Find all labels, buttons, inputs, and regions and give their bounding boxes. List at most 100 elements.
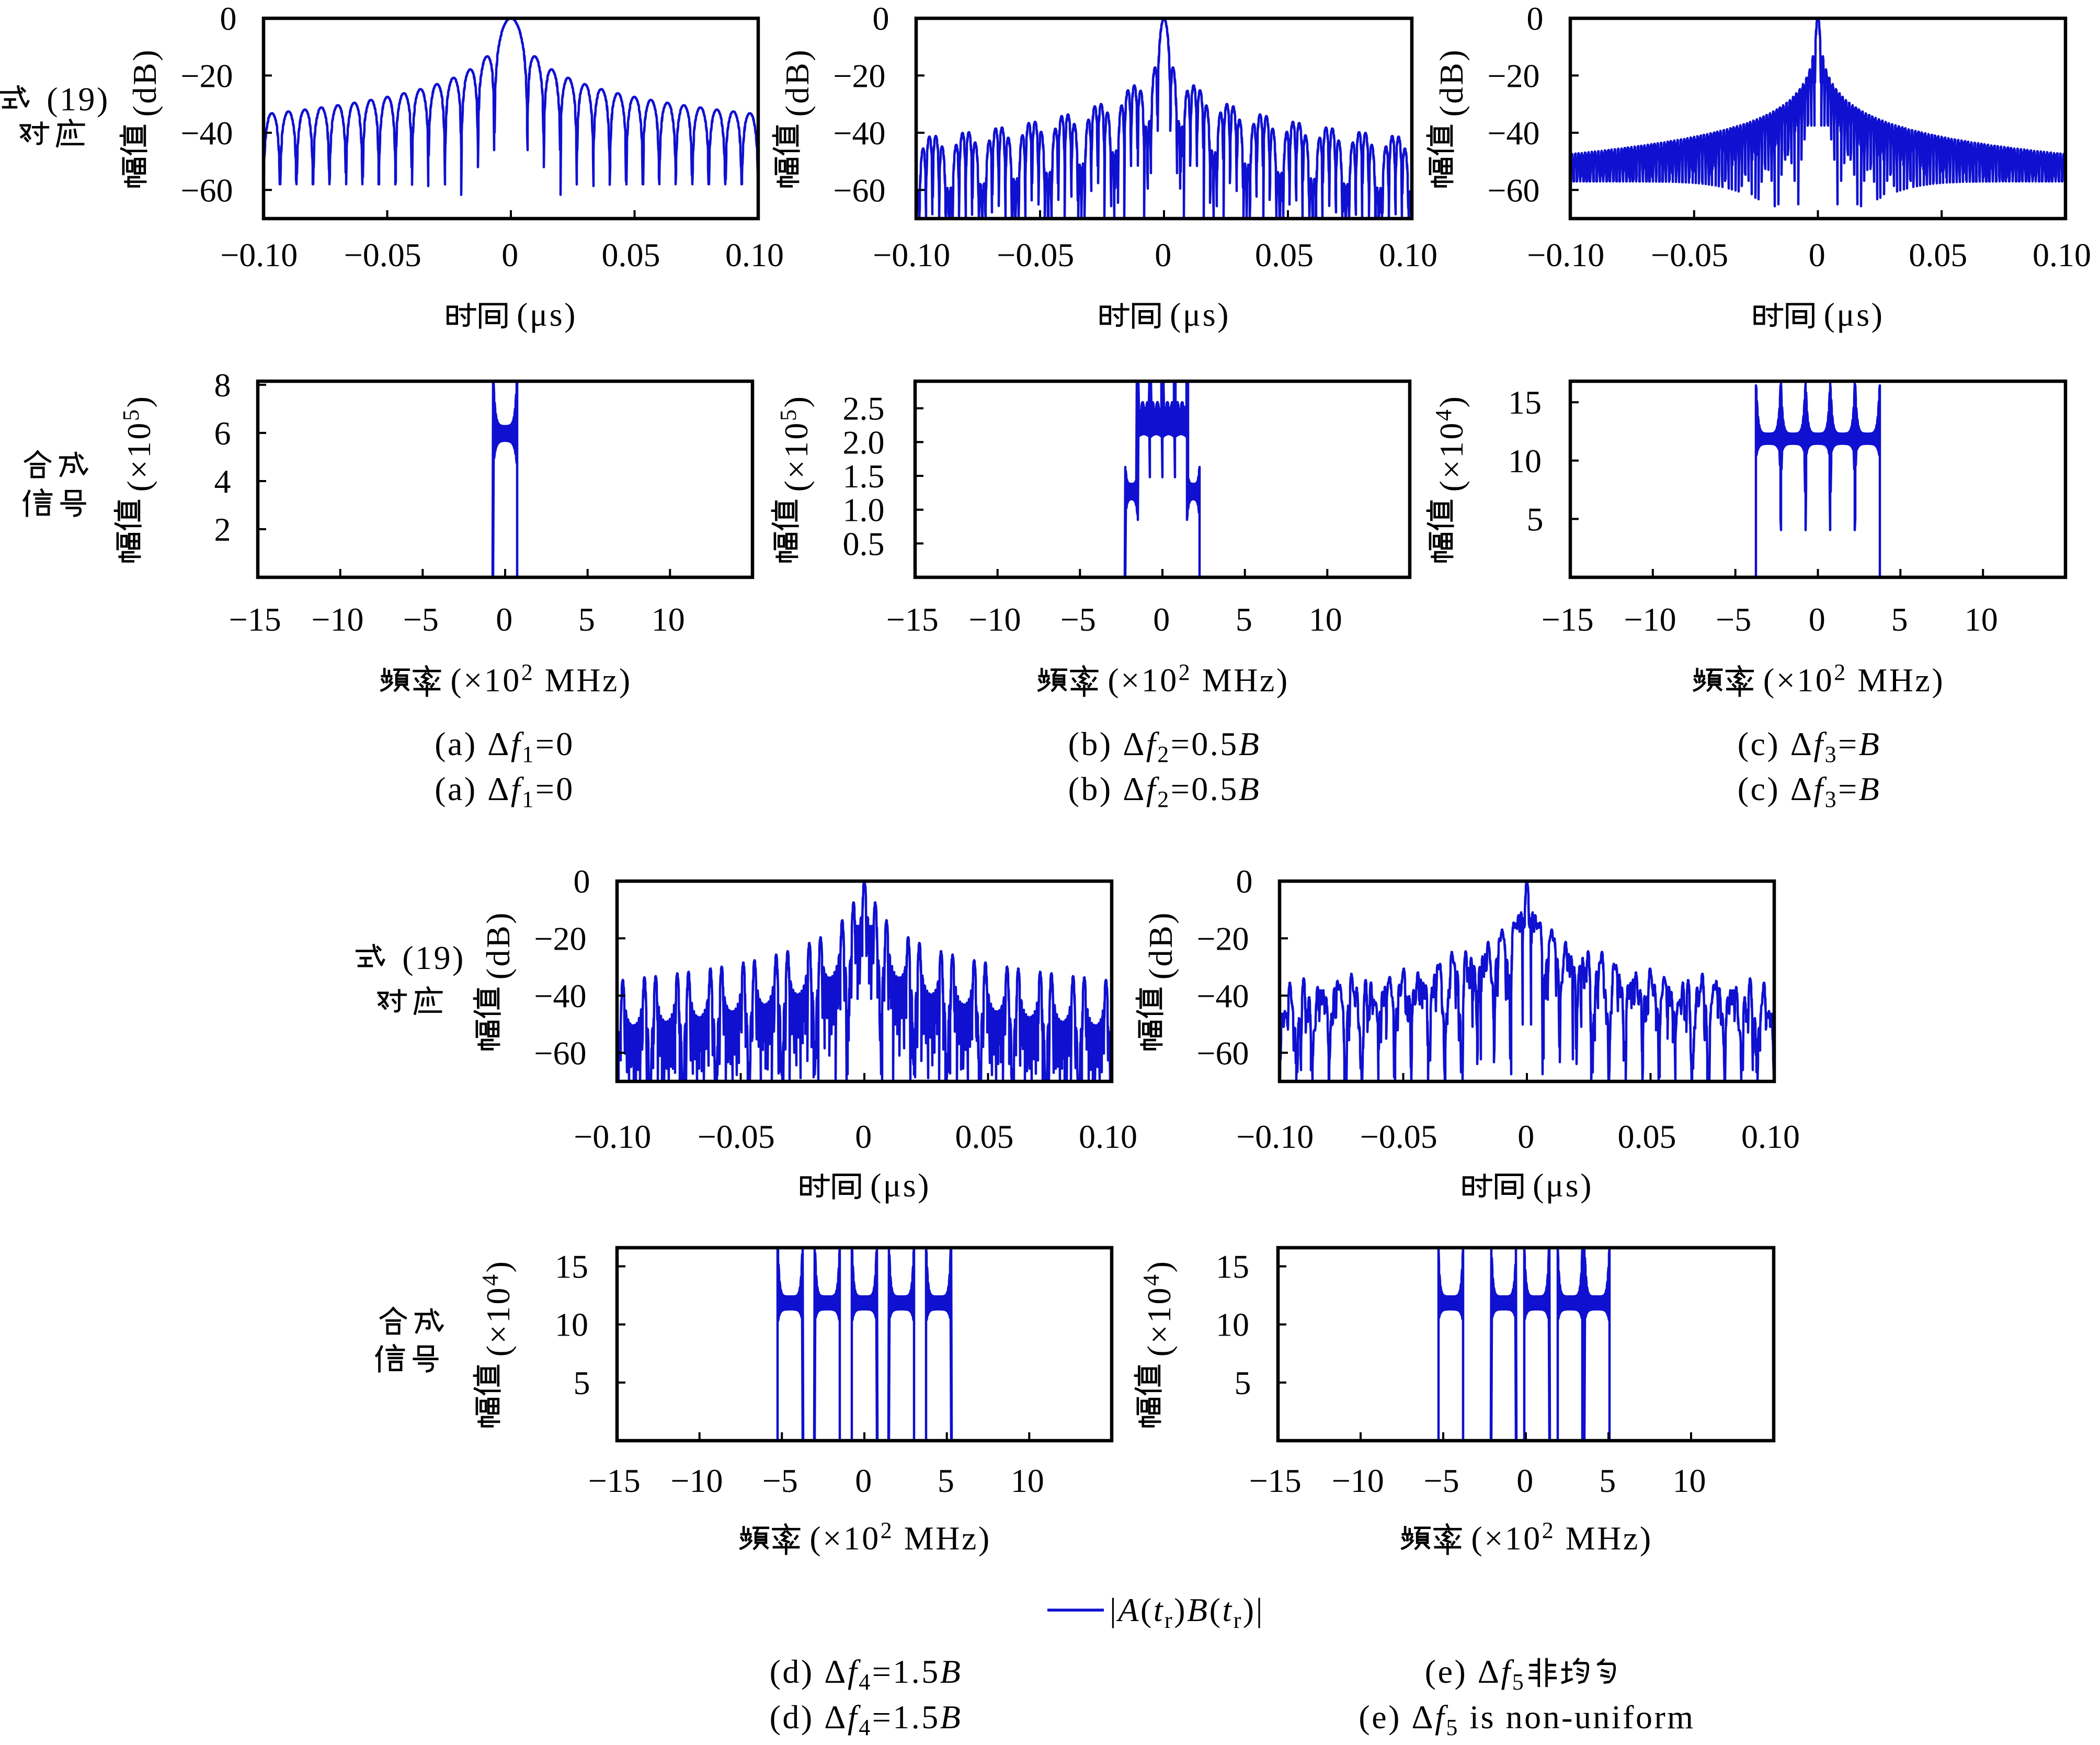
- svg-text:=0.5: =0.5: [1171, 770, 1239, 807]
- svg-text:): ): [1140, 1260, 1178, 1273]
- svg-text:(×10: (×10: [1763, 661, 1834, 699]
- svg-text:5: 5: [1236, 601, 1252, 638]
- svg-text:−10: −10: [311, 601, 363, 638]
- svg-text:Δ: Δ: [1412, 1698, 1435, 1736]
- svg-text:0: 0: [855, 1462, 872, 1499]
- svg-text:): ): [120, 395, 157, 408]
- svg-text:−0.10: −0.10: [1527, 236, 1604, 273]
- svg-text:−15: −15: [1542, 601, 1594, 638]
- svg-text:−0.05: −0.05: [997, 236, 1074, 273]
- svg-text:0: 0: [1236, 863, 1253, 900]
- svg-text:0.10: 0.10: [1741, 1118, 1800, 1155]
- svg-text:−0.10: −0.10: [220, 236, 298, 273]
- svg-text:2.5: 2.5: [843, 390, 885, 427]
- svg-text:−0.10: −0.10: [1236, 1118, 1314, 1155]
- svg-text:=0: =0: [535, 725, 575, 762]
- svg-text:0: 0: [220, 0, 237, 37]
- svg-text:10: 10: [1216, 1306, 1249, 1343]
- svg-text:2: 2: [1157, 742, 1171, 767]
- svg-text:−5: −5: [403, 601, 439, 638]
- svg-text:−40: −40: [180, 115, 233, 152]
- svg-text:t: t: [1154, 1591, 1165, 1628]
- svg-text:−5: −5: [1060, 601, 1096, 638]
- svg-text:5: 5: [938, 1462, 954, 1499]
- svg-text:8: 8: [214, 367, 231, 404]
- svg-text:−15: −15: [886, 601, 939, 638]
- svg-text:0: 0: [1517, 1118, 1534, 1155]
- svg-text:−40: −40: [833, 115, 885, 152]
- svg-text:(×10: (×10: [480, 1286, 517, 1356]
- svg-text:−15: −15: [229, 601, 281, 638]
- svg-text:MHz): MHz): [1192, 661, 1289, 699]
- svg-text:0.05: 0.05: [955, 1118, 1014, 1155]
- svg-text:=0.5: =0.5: [1171, 725, 1239, 762]
- svg-text:0: 0: [1809, 236, 1825, 273]
- svg-text:B: B: [1187, 1591, 1209, 1628]
- svg-text:1.5: 1.5: [843, 458, 885, 495]
- svg-text:B: B: [940, 1698, 963, 1736]
- svg-text:−20: −20: [180, 57, 233, 94]
- svg-text:2.0: 2.0: [843, 424, 885, 461]
- svg-text:f: f: [1146, 725, 1160, 762]
- svg-text:1: 1: [522, 786, 535, 812]
- svg-text:(dB): (dB): [779, 48, 816, 117]
- svg-text:0.05: 0.05: [602, 236, 660, 273]
- svg-text:=: =: [1838, 725, 1859, 762]
- svg-text:(×10: (×10: [1433, 421, 1470, 492]
- svg-text:15: 15: [1508, 384, 1542, 421]
- svg-text:2: 2: [1542, 1518, 1556, 1543]
- svg-text:−10: −10: [1624, 601, 1676, 638]
- svg-text:(d): (d): [770, 1698, 814, 1736]
- svg-text:0.05: 0.05: [1618, 1118, 1676, 1155]
- svg-text:t: t: [1222, 1591, 1233, 1628]
- svg-text:(e): (e): [1425, 1653, 1468, 1690]
- svg-text:Δ: Δ: [487, 770, 511, 807]
- svg-text:4: 4: [477, 1273, 503, 1286]
- svg-text:−10: −10: [1332, 1462, 1384, 1499]
- svg-text:(×10: (×10: [809, 1520, 880, 1557]
- svg-text:−20: −20: [1487, 57, 1539, 94]
- svg-text:0: 0: [1809, 601, 1825, 638]
- svg-text:(μs): (μs): [517, 296, 577, 333]
- svg-text:−0.05: −0.05: [344, 236, 421, 273]
- svg-text:f: f: [1435, 1698, 1448, 1736]
- svg-text:3: 3: [1825, 786, 1839, 812]
- svg-text:(μs): (μs): [870, 1167, 931, 1204]
- svg-text:2: 2: [1834, 659, 1847, 685]
- svg-text:−40: −40: [1487, 115, 1539, 152]
- svg-text:Δ: Δ: [1123, 770, 1146, 807]
- svg-text:−5: −5: [1424, 1462, 1459, 1499]
- svg-text:B: B: [1239, 770, 1261, 807]
- svg-text:=: =: [1838, 770, 1859, 807]
- svg-text:MHz): MHz): [1555, 1520, 1652, 1557]
- svg-text:−60: −60: [534, 1034, 586, 1071]
- svg-text:−40: −40: [1196, 977, 1249, 1014]
- svg-text:r: r: [1234, 1607, 1243, 1633]
- svg-text:−5: −5: [762, 1462, 798, 1499]
- svg-text:2: 2: [881, 1518, 894, 1543]
- svg-text:10: 10: [652, 601, 685, 638]
- svg-text:10: 10: [555, 1306, 588, 1343]
- svg-text:(dB): (dB): [126, 48, 163, 117]
- svg-text:0: 0: [855, 1118, 872, 1155]
- svg-text:−10: −10: [670, 1462, 723, 1499]
- svg-text:0: 0: [873, 0, 889, 37]
- svg-text:0.10: 0.10: [1379, 236, 1437, 273]
- svg-text:B: B: [940, 1653, 963, 1690]
- svg-text:=1.5: =1.5: [872, 1653, 940, 1690]
- svg-text:(μs): (μs): [1170, 296, 1230, 333]
- svg-text:−15: −15: [1249, 1462, 1302, 1499]
- svg-text:(dB): (dB): [480, 911, 517, 979]
- svg-text:f: f: [511, 770, 524, 807]
- svg-text:10: 10: [1309, 601, 1342, 638]
- svg-text:): ): [480, 1260, 517, 1273]
- svg-text:(×10: (×10: [120, 421, 157, 492]
- svg-text:Δ: Δ: [1123, 725, 1146, 762]
- svg-text:MHz): MHz): [894, 1520, 991, 1557]
- svg-text:): ): [1433, 395, 1470, 408]
- svg-text:r: r: [1165, 1607, 1174, 1633]
- svg-text:0: 0: [1516, 1462, 1533, 1499]
- svg-text:−15: −15: [588, 1462, 641, 1499]
- svg-text:−0.05: −0.05: [1360, 1118, 1437, 1155]
- svg-text:0.05: 0.05: [1909, 236, 1967, 273]
